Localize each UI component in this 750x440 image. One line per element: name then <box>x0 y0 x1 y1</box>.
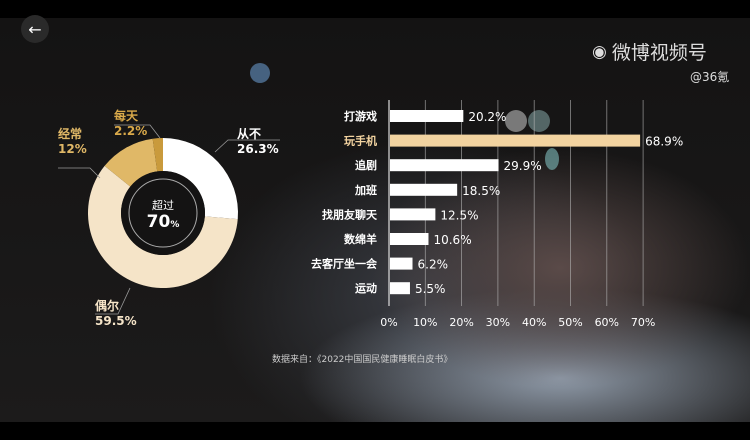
category-label: 运动 <box>355 281 377 295</box>
bar <box>390 110 464 122</box>
data-label: 18.5% <box>462 184 500 198</box>
slice-label-daily: 每天 2.2% <box>114 109 148 138</box>
donut-slice <box>87 165 238 288</box>
data-label: 12.5% <box>440 208 478 222</box>
data-label: 6.2% <box>418 258 449 272</box>
bar <box>390 183 458 196</box>
donut-slice <box>152 138 163 172</box>
bar <box>390 208 436 221</box>
category-label: 玩手机 <box>344 134 377 148</box>
category-label: 去客厅坐一会 <box>311 257 378 271</box>
weibo-watermark: ◉ 微博视频号 <box>592 38 707 65</box>
data-label: 10.6% <box>433 233 471 247</box>
watermark-text: 微博视频号 <box>611 42 707 64</box>
bar <box>390 134 641 147</box>
x-tick-label: 0% <box>380 316 397 329</box>
data-label: 68.9% <box>645 135 683 149</box>
category-label: 追剧 <box>355 158 377 172</box>
category-label: 打游戏 <box>344 109 377 123</box>
donut-slice <box>104 138 158 187</box>
category-label: 数绵羊 <box>344 232 377 246</box>
slice-label-often: 经常 12% <box>58 127 87 156</box>
x-tick-label: 50% <box>558 316 582 329</box>
back-button[interactable]: ← <box>21 15 49 43</box>
data-label: 5.5% <box>415 282 446 296</box>
top-bar <box>0 0 750 18</box>
center-value: 70% <box>146 212 180 232</box>
x-tick-label: 10% <box>413 316 437 329</box>
x-tick-label: 70% <box>631 316 655 329</box>
slice-label-sometimes: 偶尔 59.5% <box>95 299 137 328</box>
data-label: 29.9% <box>504 159 542 173</box>
category-label: 加班 <box>354 183 377 197</box>
donut-inner-ring <box>128 178 198 248</box>
leader-line <box>58 167 101 179</box>
bar <box>390 257 413 270</box>
leader-line <box>114 124 161 139</box>
bar <box>390 282 410 295</box>
donut-slice <box>163 138 239 220</box>
center-caption: 超过 <box>152 199 174 212</box>
x-tick-label: 60% <box>595 316 619 329</box>
bottom-bar <box>0 422 750 440</box>
leader-line <box>214 139 280 153</box>
x-tick-label: 30% <box>486 316 510 329</box>
bar <box>390 233 429 245</box>
x-tick-label: 40% <box>522 316 546 329</box>
data-source: 数据来自：《2022中国国民健康睡眠白皮书》 <box>272 355 453 365</box>
category-label: 找朋友聊天 <box>322 207 378 221</box>
account-handle: @36氪 <box>690 70 730 84</box>
arrow-left-icon: ← <box>28 19 42 39</box>
weibo-logo-icon: ◉ <box>592 41 607 62</box>
leader-line <box>95 287 131 315</box>
slice-label-never: 从不 26.3% <box>237 127 279 156</box>
x-tick-label: 20% <box>449 316 473 329</box>
donut-hole <box>121 171 205 255</box>
data-label: 20.2% <box>468 110 506 124</box>
bar <box>390 159 499 172</box>
